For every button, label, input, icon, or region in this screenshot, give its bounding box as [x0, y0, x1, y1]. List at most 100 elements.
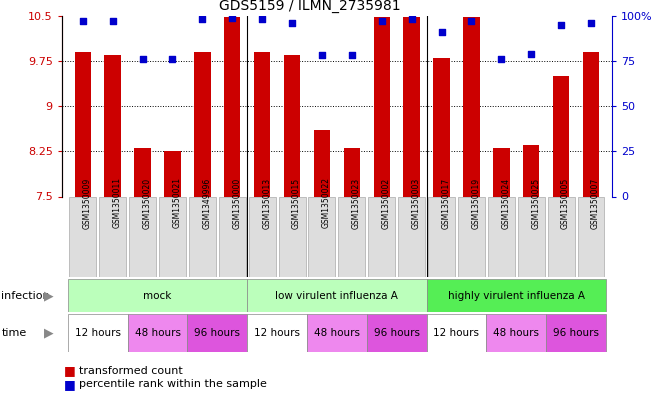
Text: 48 hours: 48 hours: [493, 328, 539, 338]
Point: [227, 15, 238, 21]
Text: mock: mock: [143, 291, 172, 301]
FancyBboxPatch shape: [546, 314, 606, 352]
Text: 12 hours: 12 hours: [434, 328, 480, 338]
Text: GSM1350024: GSM1350024: [501, 177, 510, 228]
Text: GSM1350000: GSM1350000: [232, 177, 242, 229]
Text: infection: infection: [1, 290, 50, 301]
Text: GSM1350005: GSM1350005: [561, 177, 570, 229]
FancyBboxPatch shape: [368, 196, 395, 277]
Bar: [434, 58, 450, 196]
Bar: [553, 76, 570, 196]
Point: [287, 20, 298, 26]
Point: [257, 16, 268, 22]
Bar: [464, 17, 480, 196]
Text: GSM1350002: GSM1350002: [381, 177, 391, 228]
Point: [137, 56, 148, 62]
FancyBboxPatch shape: [309, 196, 335, 277]
Bar: [284, 55, 300, 196]
Point: [317, 52, 327, 59]
FancyBboxPatch shape: [339, 196, 365, 277]
Bar: [224, 17, 240, 196]
FancyBboxPatch shape: [128, 314, 187, 352]
Text: GSM1350019: GSM1350019: [471, 177, 480, 228]
Text: ▶: ▶: [44, 327, 53, 340]
Text: time: time: [1, 328, 27, 338]
FancyBboxPatch shape: [69, 196, 96, 277]
Point: [197, 16, 208, 22]
FancyBboxPatch shape: [68, 314, 128, 352]
FancyBboxPatch shape: [428, 196, 455, 277]
Text: 96 hours: 96 hours: [553, 328, 599, 338]
FancyBboxPatch shape: [488, 196, 515, 277]
FancyBboxPatch shape: [458, 196, 485, 277]
Bar: [254, 52, 270, 196]
Text: ■: ■: [64, 378, 76, 391]
Text: GSM1350009: GSM1350009: [83, 177, 92, 229]
Text: GSM1349996: GSM1349996: [202, 177, 212, 229]
Text: transformed count: transformed count: [79, 365, 183, 376]
FancyBboxPatch shape: [99, 196, 126, 277]
FancyBboxPatch shape: [187, 314, 247, 352]
Point: [586, 20, 596, 26]
Text: GSM1350022: GSM1350022: [322, 178, 331, 228]
FancyBboxPatch shape: [219, 196, 245, 277]
FancyBboxPatch shape: [367, 314, 426, 352]
Text: GSM1350013: GSM1350013: [262, 177, 271, 228]
Text: ▶: ▶: [44, 289, 53, 302]
FancyBboxPatch shape: [518, 196, 545, 277]
Text: 12 hours: 12 hours: [254, 328, 300, 338]
FancyBboxPatch shape: [426, 314, 486, 352]
Point: [167, 56, 178, 62]
Text: highly virulent influenza A: highly virulent influenza A: [448, 291, 585, 301]
Point: [526, 51, 536, 57]
Bar: [75, 52, 91, 196]
FancyBboxPatch shape: [247, 279, 426, 312]
Bar: [314, 130, 330, 196]
Text: GSM1350003: GSM1350003: [411, 177, 421, 229]
Text: GSM1350020: GSM1350020: [143, 177, 152, 228]
Point: [496, 56, 506, 62]
Text: GSM1350023: GSM1350023: [352, 177, 361, 228]
FancyBboxPatch shape: [68, 279, 247, 312]
Text: GSM1350017: GSM1350017: [441, 177, 450, 228]
FancyBboxPatch shape: [189, 196, 216, 277]
Text: ■: ■: [64, 364, 76, 377]
Text: 12 hours: 12 hours: [75, 328, 120, 338]
Text: 48 hours: 48 hours: [135, 328, 180, 338]
Point: [406, 16, 417, 22]
Bar: [523, 145, 540, 196]
FancyBboxPatch shape: [398, 196, 425, 277]
Title: GDS5159 / ILMN_2735981: GDS5159 / ILMN_2735981: [219, 0, 400, 13]
Bar: [344, 148, 360, 196]
FancyBboxPatch shape: [247, 314, 307, 352]
Text: GSM1350025: GSM1350025: [531, 177, 540, 228]
FancyBboxPatch shape: [486, 314, 546, 352]
Bar: [164, 151, 181, 196]
Bar: [583, 52, 599, 196]
FancyBboxPatch shape: [577, 196, 605, 277]
Text: GSM1350015: GSM1350015: [292, 177, 301, 228]
FancyBboxPatch shape: [547, 196, 575, 277]
Text: GSM1350021: GSM1350021: [173, 178, 182, 228]
Point: [556, 22, 566, 28]
FancyBboxPatch shape: [426, 279, 606, 312]
Point: [376, 18, 387, 24]
Text: 96 hours: 96 hours: [194, 328, 240, 338]
Text: 96 hours: 96 hours: [374, 328, 420, 338]
FancyBboxPatch shape: [279, 196, 305, 277]
Bar: [134, 148, 151, 196]
Text: GSM1350007: GSM1350007: [591, 177, 600, 229]
Bar: [404, 17, 420, 196]
FancyBboxPatch shape: [159, 196, 186, 277]
Point: [436, 29, 447, 35]
Point: [466, 18, 477, 24]
FancyBboxPatch shape: [249, 196, 275, 277]
FancyBboxPatch shape: [307, 314, 367, 352]
Text: GSM1350011: GSM1350011: [113, 178, 122, 228]
Bar: [493, 148, 510, 196]
Text: percentile rank within the sample: percentile rank within the sample: [79, 379, 268, 389]
Text: 48 hours: 48 hours: [314, 328, 360, 338]
Point: [107, 18, 118, 24]
Text: low virulent influenza A: low virulent influenza A: [275, 291, 398, 301]
FancyBboxPatch shape: [129, 196, 156, 277]
